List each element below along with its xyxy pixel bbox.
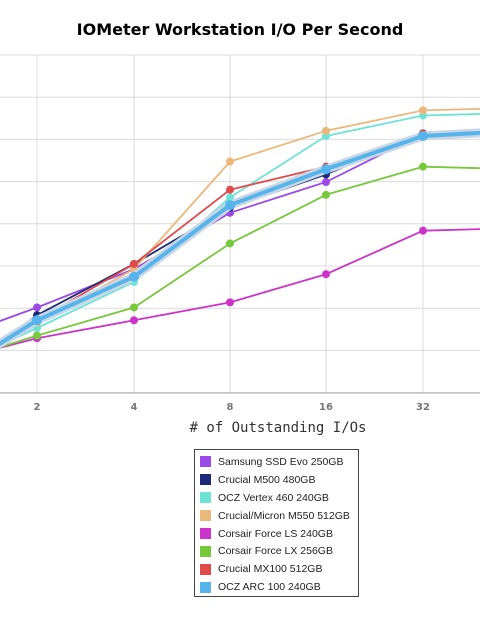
data-point: [130, 259, 138, 268]
series-line: [0, 130, 480, 345]
data-point: [32, 315, 42, 326]
legend-swatch: [200, 474, 211, 486]
x-tick-labels: 2 4 8 16 32: [34, 402, 430, 413]
chart-title: IOMeter Workstation I/O Per Second: [76, 20, 404, 39]
data-point: [226, 239, 234, 248]
x-tick-label: 8: [227, 402, 234, 413]
legend-swatch: [200, 528, 211, 539]
series-2: [0, 111, 480, 347]
legend-label: OCZ ARC 100 240GB: [218, 581, 321, 594]
legend-swatch: [200, 563, 211, 575]
legend-label: Samsung SSD Evo 250GB: [218, 455, 344, 468]
legend-label: Corsair Force LS 240GB: [218, 527, 333, 540]
data-point: [418, 130, 428, 141]
legend-swatch: [200, 581, 211, 593]
legend-item: Crucial M500 480GB: [200, 471, 353, 489]
data-point: [419, 226, 427, 235]
series-lines: [0, 106, 480, 349]
x-tick-label: 32: [416, 402, 430, 413]
data-point: [33, 303, 41, 312]
legend-swatch: [200, 456, 211, 468]
legend-swatch: [200, 510, 211, 522]
x-tick-label: 16: [319, 402, 333, 413]
legend-item: Crucial MX100 512GB: [200, 560, 353, 578]
series-7: [0, 128, 480, 349]
x-tick-label: 4: [131, 402, 138, 413]
legend-label: Crucial M500 480GB: [218, 473, 316, 486]
series-line: [0, 130, 480, 344]
series-5: [0, 162, 480, 349]
data-point: [130, 316, 138, 325]
data-point: [226, 157, 234, 166]
series-6: [0, 129, 480, 345]
data-point: [322, 190, 330, 199]
data-point: [419, 106, 427, 115]
data-point: [226, 298, 234, 307]
data-point: [33, 331, 41, 340]
legend-item: OCZ Vertex 460 240GB: [200, 489, 353, 507]
data-point: [130, 303, 138, 312]
series-line: [0, 130, 480, 346]
data-point: [419, 162, 427, 171]
data-point: [322, 178, 330, 187]
data-point: [322, 126, 330, 135]
data-point: [129, 271, 139, 282]
legend-item: OCZ ARC 100 240GB: [200, 578, 353, 596]
legend-swatch: [200, 492, 211, 504]
data-point: [226, 193, 234, 202]
legend-label: Corsair Force LX 256GB: [218, 545, 333, 558]
legend-item: Corsair Force LX 256GB: [200, 542, 353, 560]
series-line: [0, 113, 480, 347]
legend-label: Crucial MX100 512GB: [218, 563, 323, 576]
legend-item: Corsair Force LS 240GB: [200, 525, 353, 543]
data-point: [322, 270, 330, 279]
legend-label: OCZ Vertex 460 240GB: [218, 491, 329, 504]
data-point: [226, 185, 234, 194]
series-line-shadow: [0, 128, 480, 349]
data-point: [225, 200, 235, 211]
data-point: [321, 164, 331, 175]
series-4: [0, 226, 480, 349]
series-line: [0, 228, 480, 349]
legend-label: Crucial/Micron M550 512GB: [218, 509, 350, 522]
series-1: [0, 129, 480, 344]
x-tick-label: 2: [34, 402, 41, 413]
legend-swatch: [200, 545, 211, 557]
x-axis-label: # of Outstanding I/Os: [189, 420, 366, 436]
grid: [0, 54, 480, 394]
legend-item: Crucial/Micron M550 512GB: [200, 507, 353, 525]
series-line: [0, 165, 480, 349]
legend-item: Samsung SSD Evo 250GB: [200, 453, 353, 471]
legend: Samsung SSD Evo 250GB Crucial M500 480GB…: [194, 449, 359, 597]
